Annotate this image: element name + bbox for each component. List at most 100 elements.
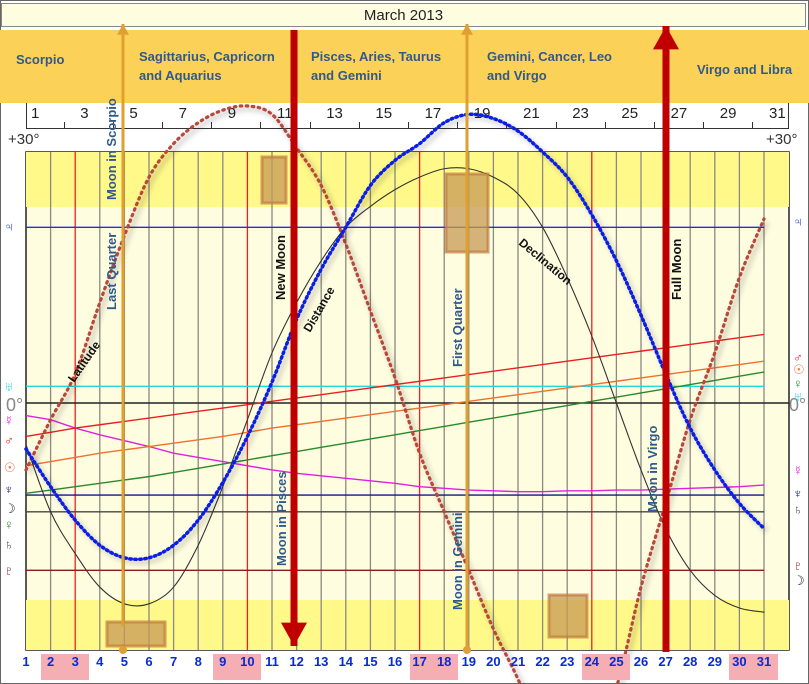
mercury-symbol-right-icon: ☿: [793, 463, 803, 478]
ruler-label: 23: [572, 105, 589, 122]
full-moon-label: Full Moon: [669, 239, 684, 300]
weekend-highlight: [729, 654, 778, 680]
axis-label-top-left: +30°: [8, 131, 40, 148]
arrow-head-down-icon: [281, 622, 307, 646]
ruler-tick: [211, 122, 213, 128]
saturn-symbol-right-icon: ♄: [793, 502, 803, 517]
sign-label: and Aquarius: [139, 68, 222, 83]
arrow-head-up-icon: [117, 24, 129, 35]
weekend-highlight: [40, 654, 90, 680]
day-number: 19: [461, 654, 477, 669]
sign-label: Pisces, Aries, Taurus: [311, 49, 442, 64]
ruler-tick: [555, 122, 557, 128]
day-number: 28: [682, 654, 698, 669]
day-number: 25: [609, 654, 624, 669]
day-number: 1: [22, 654, 30, 669]
ruler-tick: [162, 122, 163, 128]
ruler-label: 3: [80, 105, 89, 122]
sign-label: and Gemini: [311, 68, 382, 83]
day-number: 7: [169, 654, 178, 669]
mars-line: [25, 333, 765, 438]
uranus-symbol-right-icon: ♅: [793, 389, 803, 404]
day-number: 16: [387, 654, 403, 669]
moon-in-virgo-label: Moon in Virgo: [645, 426, 660, 512]
day-number: 15: [363, 654, 378, 669]
first-quarter-label: First Quarter: [450, 288, 465, 367]
neptune-symbol-right-icon: ♆: [793, 486, 803, 501]
new-moon-label: New Moon: [273, 235, 288, 300]
moon-in-pisces-label: Moon in Pisces: [274, 471, 289, 566]
day-number: 3: [71, 654, 79, 669]
neptune-symbol-left-icon: ♆: [4, 482, 14, 497]
venus-symbol-left-icon: ♀: [4, 517, 14, 532]
day-number: 11: [265, 654, 279, 669]
extreme-marker: [260, 155, 288, 205]
ruler-label: 25: [621, 105, 639, 122]
ruler-label: 29: [719, 105, 737, 122]
sun-line: [25, 360, 765, 467]
saturn-symbol-left-icon: ♄: [4, 537, 14, 552]
sign-label: Sagittarius, Capricorn: [139, 49, 275, 64]
day-ruler: 1 3 5 7 9 11 13 15 17 19 21 23 25 27 29 31: [26, 103, 789, 129]
day-number: 8: [194, 654, 202, 669]
uranus-symbol-left-icon: ♅: [4, 379, 14, 394]
latitude-curve: [24, 104, 766, 684]
day-number: 12: [289, 654, 304, 669]
weekend-highlight: [409, 654, 459, 680]
day-number: 29: [707, 654, 723, 669]
pluto-symbol-right-icon: ♇: [793, 558, 803, 573]
ruler-tick: [654, 122, 655, 128]
jupiter-symbol-right-icon: ♃: [793, 214, 803, 229]
day-number: 4: [96, 654, 104, 669]
sign-label: Virgo and Libra: [697, 62, 793, 77]
ruler-tick: [63, 122, 65, 128]
moon-symbol-right-icon: ☽: [793, 573, 805, 588]
day-number: 20: [486, 654, 501, 669]
extreme-marker: [547, 593, 589, 639]
ruler-label: 13: [326, 105, 343, 122]
mercury-symbol-left-icon: ☿: [4, 413, 14, 428]
arrow-head-up-icon: [653, 26, 679, 50]
ruler-tick: [408, 122, 409, 128]
day-number: 13: [313, 654, 329, 669]
day-number: 5: [120, 654, 128, 669]
moon-symbol-left-icon: ☽: [4, 501, 16, 516]
moon-in-gemini-label: Moon in Gemini: [450, 513, 465, 611]
weekend-highlight: [212, 654, 262, 680]
ruler-tick: [260, 122, 262, 128]
extreme-marker: [105, 620, 167, 648]
sun-symbol-left-icon: ☉: [4, 460, 16, 475]
sign-group-3: Pisces, Aries, Taurus and Gemini: [311, 47, 441, 85]
event-dot: [463, 646, 471, 654]
ruler-label: 5: [129, 105, 138, 122]
axis-label-zero-right: 0°: [789, 395, 807, 415]
venus-line: [25, 371, 765, 495]
ruler-label: 21: [523, 105, 540, 122]
sign-group-4: Gemini, Cancer, Leo and Virgo: [487, 47, 612, 85]
sign-group-1: Scorpio: [16, 50, 64, 69]
sign-label: and Virgo: [487, 68, 547, 83]
ruler-tick: [703, 122, 705, 128]
sign-label: Scorpio: [16, 52, 65, 67]
axis-label-top-right: +30°: [766, 131, 798, 148]
day-number: 26: [633, 654, 649, 669]
sun-symbol-right-icon: ☉: [793, 362, 805, 377]
chart-title: March 2013: [1, 3, 806, 27]
ruler-label: 1: [31, 105, 40, 122]
weekend-highlight: [581, 654, 631, 680]
day-number: 9: [219, 654, 227, 669]
day-number: 23: [559, 654, 575, 669]
day-number: 21: [510, 654, 526, 669]
ruler-tick: [604, 122, 606, 128]
day-number: 30: [732, 654, 747, 669]
ruler-tick: [309, 122, 311, 128]
axis-label-zero-left: 0°: [6, 395, 24, 415]
venus-symbol-right-icon: ♀: [793, 376, 803, 391]
declination-curve: [25, 167, 765, 613]
ruler-label: 7: [178, 105, 187, 122]
day-number: 2: [46, 654, 55, 669]
mars-symbol-right-icon: ♂: [793, 350, 803, 365]
ruler-tick: [457, 122, 459, 128]
ruler-tick: [752, 122, 754, 128]
